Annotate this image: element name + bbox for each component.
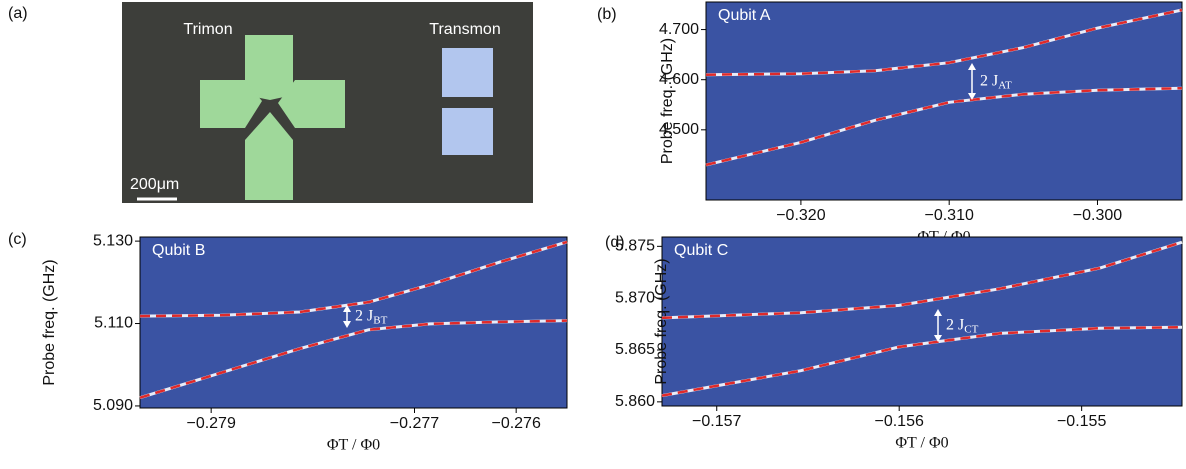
x-tick-label: −0.300 [1073, 207, 1122, 224]
x-tick-label: −0.156 [874, 413, 923, 430]
scale-bar-label: 200μm [130, 176, 179, 193]
device-label: Transmon [429, 21, 500, 38]
y-axis-label: Probe freq. (GHz) [41, 259, 58, 385]
panel-label: (a) [8, 5, 28, 22]
x-tick-label: −0.310 [924, 207, 973, 224]
x-tick-label: −0.279 [186, 415, 235, 432]
transmon-pad [442, 48, 493, 97]
x-tick-label: −0.157 [692, 413, 741, 430]
x-tick-label: −0.320 [776, 207, 825, 224]
panel-label: (c) [8, 231, 27, 248]
annotation-main: 2 J [946, 316, 964, 333]
y-tick-label: 5.875 [615, 238, 655, 255]
y-tick-label: 5.870 [615, 289, 655, 306]
annotation-main: 2 J [355, 307, 373, 324]
panel-label: (b) [597, 6, 617, 23]
panel: (b)Qubit A4.7004.6004.500−0.320−0.310−0.… [597, 2, 1182, 246]
annotation-sub: BT [373, 314, 387, 326]
y-tick-label: 4.700 [659, 21, 699, 38]
panel-title: Qubit B [152, 242, 205, 259]
y-tick-label: 5.130 [93, 232, 133, 249]
device-label: Trimon [183, 21, 232, 38]
plot-area [706, 2, 1182, 200]
y-tick-label: 5.110 [94, 315, 133, 332]
x-tick-label: −0.155 [1057, 413, 1106, 430]
y-tick-label: 5.090 [93, 397, 133, 414]
y-axis-label: Probe freq. (GHz) [659, 38, 676, 164]
panel: (c) Qubit B 5.130 5.110 5.090 −0.279 −0.277 −0.… [8, 231, 567, 453]
x-tick-label: −0.276 [491, 415, 540, 432]
figure: (a) Trimon Transmon 200μm (b) Qubit A 4.70… [0, 0, 1186, 464]
micrograph: (a) Trimon Transmon 200μm [8, 2, 533, 203]
y-tick-label: 5.860 [615, 393, 655, 410]
y-axis-label: Probe freq. (GHz) [653, 258, 670, 384]
x-tick-label: −0.277 [390, 415, 439, 432]
annotation-main: 2 J [980, 72, 998, 89]
annotation-sub: AT [998, 79, 1012, 91]
x-axis-label: ΦT / Φ0 [895, 435, 948, 452]
panel: (d)Qubit C5.8755.8705.8655.860−0.157−0.1… [605, 234, 1182, 451]
x-axis-label: ΦT / Φ0 [327, 437, 380, 454]
transmon-pad [442, 108, 493, 155]
panel-title: Qubit C [674, 242, 728, 259]
annotation-sub: CT [964, 323, 978, 335]
panel-title: Qubit A [718, 7, 771, 24]
y-tick-label: 5.865 [615, 341, 655, 358]
